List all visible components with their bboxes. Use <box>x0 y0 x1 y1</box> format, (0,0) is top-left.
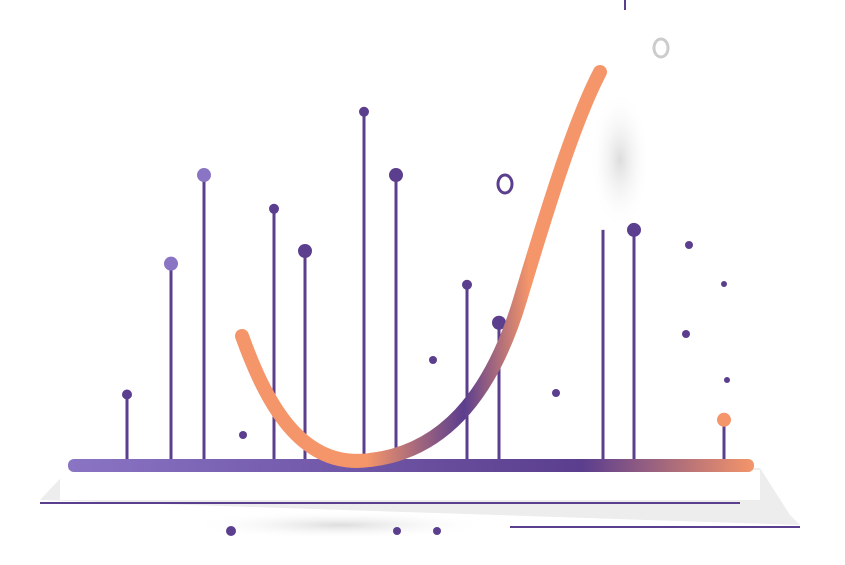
dot <box>685 241 693 249</box>
stem-dot <box>627 222 641 237</box>
stem-dot <box>122 389 132 400</box>
dot <box>552 389 560 397</box>
stem-dot <box>269 203 279 214</box>
stem-dot <box>462 279 472 290</box>
hollow-ring <box>496 173 514 195</box>
dot <box>239 431 247 439</box>
dot <box>429 356 437 364</box>
dot <box>721 281 727 287</box>
baseline-bar <box>68 459 754 472</box>
smudge-bottom <box>190 511 490 539</box>
dot <box>682 330 690 338</box>
stem-dot <box>197 168 211 183</box>
hollow-ring-light <box>652 37 670 59</box>
stem-dot <box>359 106 369 117</box>
stem-dot <box>298 244 312 258</box>
dot <box>433 527 441 535</box>
stem-dot <box>717 412 731 427</box>
stem-group <box>122 106 731 462</box>
stem-dot <box>492 315 506 330</box>
dot <box>724 377 730 383</box>
smudge-right <box>590 90 650 230</box>
dot <box>393 527 401 535</box>
stem-dot <box>389 168 403 183</box>
dot <box>226 526 236 536</box>
stem-dot <box>164 256 178 271</box>
scatter-dots <box>226 241 730 536</box>
base-platform <box>60 470 760 500</box>
rising-curve <box>235 65 607 468</box>
